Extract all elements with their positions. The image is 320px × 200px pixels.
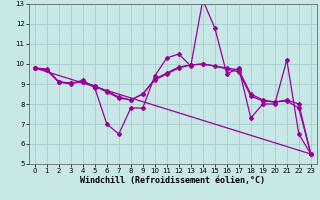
X-axis label: Windchill (Refroidissement éolien,°C): Windchill (Refroidissement éolien,°C) — [80, 176, 265, 185]
